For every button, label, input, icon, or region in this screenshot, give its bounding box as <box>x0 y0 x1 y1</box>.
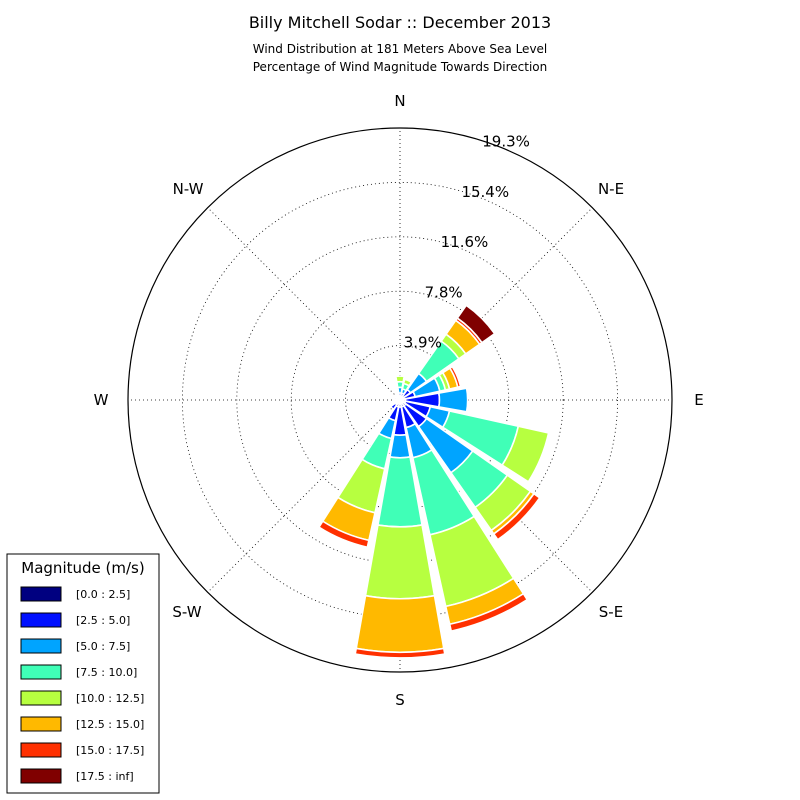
ring-label: 7.8% <box>425 283 463 301</box>
wind-bar-segment <box>456 304 496 344</box>
legend-swatch <box>20 690 62 706</box>
grid-spoke <box>207 207 401 401</box>
wind-bars <box>317 304 550 659</box>
wind-bar-segment <box>448 365 462 389</box>
wind-bar-segment <box>492 492 541 541</box>
wind-bar-segment <box>389 433 411 459</box>
wind-bar-segment <box>389 402 398 411</box>
legend-swatch <box>20 716 62 732</box>
grid-ring <box>181 181 619 619</box>
legend-label: [2.5 : 5.0] <box>76 614 130 627</box>
wind-bar-segment <box>355 594 445 653</box>
direction-label: S-E <box>599 603 623 621</box>
legend-swatch <box>20 638 62 654</box>
direction-label: W <box>94 391 109 409</box>
direction-label: S-W <box>172 603 201 621</box>
direction-label: S <box>395 691 405 709</box>
legend-swatch <box>20 586 62 602</box>
wind-bar-segment <box>394 375 406 383</box>
legend: Magnitude (m/s) [0.0 : 2.5] [2.5 : 5.0] [5… <box>6 553 160 794</box>
ring-label: 15.4% <box>461 183 509 201</box>
legend-title: Magnitude (m/s) <box>21 559 144 577</box>
legend-label: [17.5 : inf] <box>76 770 134 783</box>
grid-spoke <box>207 399 401 593</box>
chart-subtitle-line-1: Wind Distribution at 181 Meters Above Se… <box>253 42 548 56</box>
direction-label: N-E <box>598 180 624 198</box>
ring-label: 3.9% <box>404 334 442 352</box>
wind-bar-segment <box>501 425 550 483</box>
ring-label: 11.6% <box>441 233 489 251</box>
polar-labels: N N-E E S-E S S-W W N-W 3.9% 7.8% 11.6% 15.4% 19.3% <box>94 92 704 709</box>
legend-label: [10.0 : 12.5] <box>76 692 144 705</box>
wind-bar-segment <box>448 592 529 633</box>
direction-label: E <box>694 391 703 409</box>
ring-label: 19.3% <box>482 133 530 151</box>
chart-title: Billy Mitchell Sodar :: December 2013 <box>249 13 551 32</box>
wind-bar-segment <box>317 520 370 549</box>
legend-label: [7.5 : 10.0] <box>76 666 137 679</box>
chart-subtitle-line-2: Percentage of Wind Magnitude Towards Dir… <box>253 60 547 74</box>
wind-bar-segment <box>437 387 469 413</box>
legend-swatch <box>20 742 62 758</box>
wind-bar-segment <box>396 394 401 399</box>
legend-swatch <box>20 768 62 784</box>
legend-label: [5.0 : 7.5] <box>76 640 130 653</box>
outer-circle <box>127 127 673 673</box>
legend-swatch <box>20 612 62 628</box>
legend-label: [12.5 : 15.0] <box>76 718 144 731</box>
wind-bar-segment <box>354 647 446 659</box>
direction-label: N-W <box>173 180 204 198</box>
legend-label: [15.0 : 17.5] <box>76 744 144 757</box>
direction-label: N <box>394 92 405 110</box>
legend-swatch <box>20 664 62 680</box>
wind-bar-segment <box>364 523 436 600</box>
grid-spoke <box>399 207 593 401</box>
legend-label: [0.0 : 2.5] <box>76 588 130 601</box>
